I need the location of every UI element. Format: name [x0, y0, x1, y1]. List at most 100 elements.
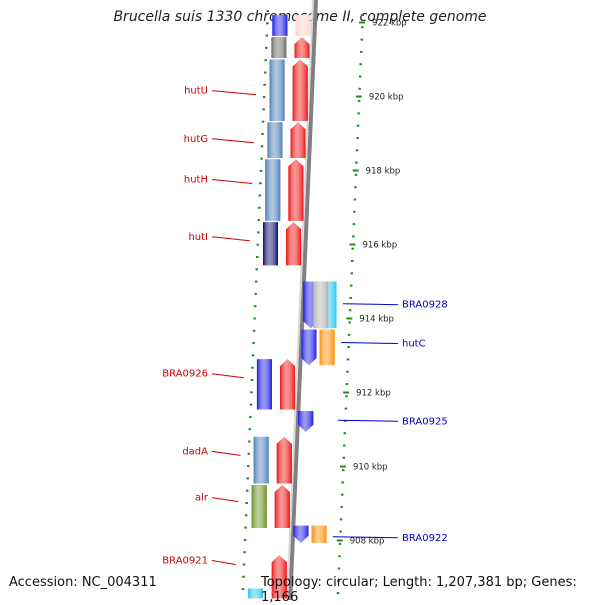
- gc-tick-left: [243, 551, 246, 554]
- gene-label-BRA0925[interactable]: BRA0925: [402, 416, 448, 427]
- feature-hutI-cds[interactable]: [262, 222, 278, 266]
- feature-hutU-cds[interactable]: [269, 59, 285, 121]
- feature-shading: [298, 411, 314, 432]
- gc-tick-left: [247, 452, 251, 455]
- gene-label-dadA[interactable]: dadA: [182, 446, 208, 457]
- gc-tick-right: [347, 346, 350, 349]
- feature-shading: [313, 281, 329, 329]
- feature-hutH-gene[interactable]: [288, 159, 304, 221]
- feature-hutI-gene[interactable]: [286, 222, 302, 266]
- backbone: [286, 0, 318, 600]
- feature-shading: [311, 525, 327, 543]
- feature-shading: [274, 485, 290, 528]
- gene-label-BRA0921[interactable]: BRA0921: [162, 556, 208, 567]
- gc-tick-left: [259, 169, 263, 172]
- axis-tick-label: 908 kbp: [350, 537, 385, 547]
- axis-tick: [343, 391, 350, 394]
- gc-tick-left: [260, 157, 263, 160]
- feature-dadA-cds[interactable]: [253, 436, 269, 484]
- gc-tick-right: [342, 469, 345, 472]
- feature-hutG-cds[interactable]: [267, 122, 283, 158]
- gc-tick-left: [261, 120, 265, 123]
- gc-tick-right: [353, 210, 356, 213]
- feature-hutC-cds[interactable]: [319, 329, 335, 366]
- feature-shading: [280, 359, 296, 410]
- feature-shading: [247, 588, 263, 599]
- gc-tick-left: [248, 428, 252, 431]
- gc-tick-left: [242, 563, 246, 566]
- gc-tick-right: [341, 481, 344, 484]
- gc-tick-right: [338, 555, 341, 558]
- gc-tick-right: [338, 542, 342, 545]
- feature-top-gray[interactable]: [271, 37, 287, 58]
- feature-dadA-gene[interactable]: [276, 436, 292, 484]
- gc-tick-right: [359, 50, 363, 53]
- gene-label-BRA0926[interactable]: BRA0926: [162, 369, 208, 380]
- feature-hutC-gene[interactable]: [301, 329, 317, 366]
- gc-tick-left: [264, 46, 268, 49]
- label-leader-right: [342, 303, 399, 306]
- feature-alr-gene[interactable]: [274, 485, 290, 528]
- feature-hutG-gene[interactable]: [290, 122, 306, 158]
- feature-shading: [295, 15, 311, 36]
- gc-tick-left: [255, 268, 258, 271]
- gc-tick-right: [360, 38, 364, 41]
- feature-BRA0922-gene[interactable]: [293, 525, 309, 543]
- gene-label-hutC[interactable]: hutC: [402, 339, 426, 350]
- feature-shading: [294, 37, 310, 58]
- feature-hutU-gene[interactable]: [292, 59, 308, 121]
- feature-track: [247, 15, 337, 599]
- gene-label-hutG[interactable]: hutG: [184, 134, 208, 145]
- gc-tick-left: [248, 440, 251, 443]
- gc-tick-right: [355, 161, 358, 164]
- feature-top-gene2[interactable]: [295, 15, 311, 36]
- feature-top-gene[interactable]: [294, 37, 310, 58]
- feature-BRA0928-cds2[interactable]: [313, 281, 329, 329]
- gc-tick-right: [339, 518, 343, 521]
- axis-tick: [355, 95, 362, 98]
- feature-BRA0925-gene[interactable]: [298, 411, 314, 432]
- genome-summary: Topology: circular; Length: 1,207,381 bp…: [261, 575, 577, 605]
- feature-BRA0926-cds[interactable]: [256, 359, 272, 410]
- label-leader-right: [341, 342, 399, 345]
- gc-tick-right: [361, 26, 364, 29]
- gene-label-hutI[interactable]: hutI: [188, 232, 208, 243]
- gc-tick-left: [252, 329, 256, 332]
- feature-shading: [267, 122, 283, 158]
- gene-label-BRA0922[interactable]: BRA0922: [402, 533, 448, 544]
- gc-tick-left: [258, 194, 262, 197]
- feature-BRA0926-gene[interactable]: [280, 359, 296, 410]
- feature-BRA0922-cds[interactable]: [311, 525, 327, 543]
- label-leader-right: [332, 536, 399, 539]
- backbone-highlight: [286, 0, 314, 600]
- feature-hutH-cds[interactable]: [265, 159, 281, 221]
- gc-tick-right: [345, 383, 349, 385]
- gc-tick-left: [252, 342, 255, 345]
- gene-label-hutU[interactable]: hutU: [184, 86, 208, 97]
- feature-shading: [262, 222, 278, 266]
- feature-alr-cds[interactable]: [251, 485, 267, 528]
- feature-shading: [269, 59, 285, 121]
- feature-top-blue[interactable]: [272, 15, 288, 36]
- feature-BRA0921-gene[interactable]: [271, 555, 287, 599]
- feature-shading: [319, 329, 335, 366]
- gc-tick-left: [244, 526, 247, 529]
- label-leader-left: [211, 560, 236, 566]
- gc-tick-right: [339, 530, 342, 533]
- gc-tick-right: [357, 112, 360, 115]
- gc-tick-right: [345, 395, 348, 398]
- axis-tick: [359, 21, 366, 24]
- gc-tick-left: [244, 514, 248, 517]
- feature-shading: [272, 15, 288, 36]
- gene-label-BRA0928[interactable]: BRA0928: [402, 300, 448, 311]
- gene-label-hutH[interactable]: hutH: [184, 174, 208, 185]
- gc-tick-left: [249, 415, 252, 418]
- feature-BRA0921-cds[interactable]: [247, 588, 263, 599]
- gc-tick-right: [357, 100, 361, 103]
- gene-label-alr[interactable]: alr: [195, 493, 209, 504]
- gc-tick-right: [356, 124, 360, 127]
- gc-tick-left: [253, 305, 257, 308]
- feature-shading: [253, 436, 269, 484]
- gc-tick-right: [337, 567, 341, 570]
